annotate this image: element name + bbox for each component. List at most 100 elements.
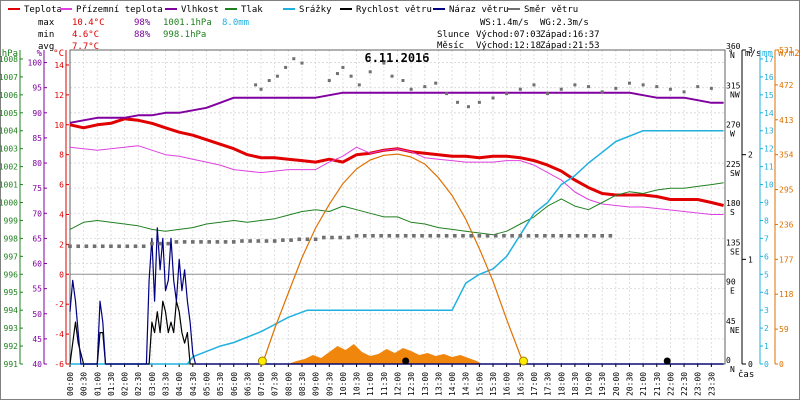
axis-label-deg-7: 315 bbox=[726, 81, 741, 90]
direction-noise-31 bbox=[696, 85, 700, 89]
axis-label-mm-9: 9 bbox=[764, 199, 769, 208]
axis-label-deg-6: 270 bbox=[726, 121, 741, 130]
direction-noise-19 bbox=[532, 83, 536, 87]
axis-label-mm-12: 12 bbox=[764, 145, 774, 154]
direction-point-11 bbox=[158, 241, 162, 246]
x-label-32: 16:00 bbox=[503, 372, 512, 396]
axis-label-percent-12: 100 bbox=[28, 59, 43, 68]
axis-label-mm-16: 16 bbox=[764, 73, 774, 82]
direction-point-0 bbox=[68, 244, 72, 249]
x-label-2: 01:00 bbox=[93, 372, 102, 396]
direction-point-21 bbox=[240, 239, 244, 243]
direction-point-9 bbox=[141, 244, 146, 249]
axis-label-mm-1: 1 bbox=[764, 342, 769, 351]
axis-label-wm2-6: 354 bbox=[779, 151, 794, 160]
axis-label-mm-7: 7 bbox=[764, 234, 769, 243]
x-label-36: 18:00 bbox=[557, 372, 566, 396]
x-label-3: 01:30 bbox=[107, 372, 116, 396]
axis-label-wm2-1: 59 bbox=[779, 325, 789, 334]
axis-label-percent-2: 50 bbox=[32, 310, 42, 319]
x-label-9: 04:30 bbox=[189, 372, 198, 396]
axis-label-wm2-7: 413 bbox=[779, 116, 794, 125]
axis-label-hpa-8: 999 bbox=[4, 216, 19, 225]
direction-point-48 bbox=[461, 233, 465, 238]
x-label-20: 10:00 bbox=[339, 372, 348, 396]
direction-point-13 bbox=[174, 240, 179, 244]
axis-label-percent-11: 95 bbox=[32, 84, 42, 93]
axis-label-dir-7: NW bbox=[730, 90, 740, 99]
direction-noise-24 bbox=[600, 90, 604, 94]
direction-point-45 bbox=[436, 233, 441, 238]
direction-point-27 bbox=[289, 238, 293, 242]
axis-label-hpa-17: 1008 bbox=[0, 55, 18, 64]
x-label-33: 16:30 bbox=[516, 372, 525, 396]
sun-rise: Východ:07:03 bbox=[476, 30, 541, 40]
wind-gust-info: WG:2.3m/s bbox=[540, 18, 589, 28]
direction-point-54 bbox=[510, 233, 514, 238]
direction-point-39 bbox=[387, 233, 392, 238]
series-line-1 bbox=[69, 145, 724, 215]
direction-point-10 bbox=[150, 241, 154, 246]
direction-point-19 bbox=[223, 240, 228, 244]
direction-point-15 bbox=[191, 240, 195, 244]
axis-label-percent-1: 45 bbox=[32, 335, 42, 344]
moon-label: Měsíc bbox=[437, 41, 464, 51]
x-label-10: 05:00 bbox=[202, 372, 211, 396]
axis-label-percent-4: 60 bbox=[32, 260, 42, 269]
axis-label-hpa-7: 998 bbox=[4, 234, 19, 243]
direction-point-26 bbox=[281, 238, 285, 242]
direction-point-46 bbox=[444, 233, 449, 238]
legend-label-3: Tlak bbox=[241, 5, 263, 15]
direction-noise-1 bbox=[335, 72, 339, 76]
x-label-11: 05:30 bbox=[216, 372, 225, 396]
legend: Teplota Přízemní teplota Vlhkost Tlak Srážky… bbox=[8, 5, 578, 15]
direction-point-1 bbox=[76, 244, 80, 249]
direction-noise-7 bbox=[390, 74, 394, 78]
axis-label-hpa-16: 1007 bbox=[0, 73, 18, 82]
legend-label-4: Srážky bbox=[299, 5, 332, 15]
x-label-45: 22:30 bbox=[680, 372, 689, 396]
axis-label-deg-8: 360 bbox=[726, 42, 741, 51]
direction-point-47 bbox=[453, 233, 457, 238]
stats-avg-label: avg bbox=[38, 42, 54, 52]
sunrise-marker bbox=[257, 356, 267, 366]
direction-point-6 bbox=[117, 244, 121, 249]
x-label-31: 15:30 bbox=[489, 372, 498, 396]
axis-label-hpa-6: 997 bbox=[4, 252, 19, 261]
x-label-8: 04:00 bbox=[175, 372, 184, 396]
axis-label-mm-5: 5 bbox=[764, 270, 769, 279]
direction-point-32 bbox=[330, 235, 334, 240]
direction-point-18 bbox=[215, 240, 220, 244]
axis-label-ms-0: 0 bbox=[748, 360, 753, 369]
x-label-17: 08:30 bbox=[298, 372, 307, 396]
stats-min-hum: 88% bbox=[134, 30, 151, 40]
axis-label-hpa-5: 996 bbox=[4, 270, 19, 279]
axis-label-mm-6: 6 bbox=[764, 252, 769, 261]
x-label-19: 09:30 bbox=[325, 372, 334, 396]
wind-speed-info: WS:1.4m/s bbox=[480, 18, 529, 28]
axis-label-percent-0: 40 bbox=[32, 360, 42, 369]
legend-label-7: Směr větru bbox=[524, 5, 578, 15]
x-label-18: 09:00 bbox=[312, 372, 321, 396]
axis-label-percent-6: 70 bbox=[32, 209, 42, 218]
axis-label-wm2-3: 177 bbox=[779, 255, 794, 264]
axis-label-mm-0: 0 bbox=[764, 360, 769, 369]
axis-label-deg-2: 90 bbox=[726, 278, 736, 287]
direction-noise-22 bbox=[573, 83, 577, 87]
x-label-26: 13:00 bbox=[421, 372, 430, 396]
direction-point-36 bbox=[362, 233, 367, 238]
axis-label-hpa-2: 993 bbox=[4, 324, 19, 333]
direction-noise-10 bbox=[423, 85, 427, 89]
x-label-22: 11:00 bbox=[366, 372, 375, 396]
axis-label-mm-15: 15 bbox=[764, 91, 774, 100]
axis-label-percent-9: 85 bbox=[32, 134, 42, 143]
axis-label-hpa-9: 1000 bbox=[0, 199, 18, 208]
axis-label-celsius-1: -4 bbox=[54, 330, 64, 339]
stats-max-press: 1001.1hPa bbox=[163, 18, 212, 28]
axis-label-hpa-15: 1006 bbox=[0, 91, 18, 100]
direction-point-64 bbox=[592, 233, 596, 238]
x-label-41: 20:30 bbox=[625, 372, 634, 396]
direction-noise-8 bbox=[401, 79, 405, 83]
x-label-38: 19:00 bbox=[585, 372, 594, 396]
